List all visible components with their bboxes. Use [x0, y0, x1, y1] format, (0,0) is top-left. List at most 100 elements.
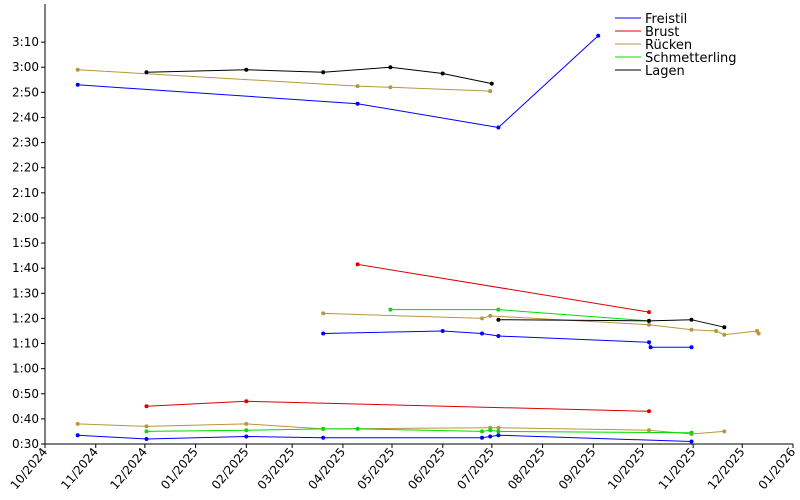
legend-label: Freistil	[645, 12, 687, 27]
legend-label: Lagen	[645, 64, 685, 79]
data-point-rücken	[480, 316, 484, 321]
data-point-rücken	[244, 421, 249, 426]
x-tick-label: 09/2025	[556, 445, 599, 492]
y-tick-label: 3:10	[12, 35, 39, 49]
y-tick-label: 1:00	[12, 362, 39, 376]
legend-label: Schmetterling	[645, 51, 737, 66]
data-point-schmetterling	[689, 430, 694, 435]
series-line-brust	[357, 263, 650, 313]
x-tick-label: 04/2025	[305, 445, 348, 492]
data-point-freistil	[144, 437, 149, 441]
legend-label: Rücken	[645, 38, 692, 53]
x-tick-label: 01/2026	[756, 445, 799, 492]
data-point-schmetterling	[388, 307, 393, 312]
data-point-lagen	[722, 325, 727, 330]
data-point-rücken	[722, 429, 727, 434]
data-point-lagen	[144, 70, 149, 75]
y-tick-label: 1:10	[12, 337, 39, 351]
data-point-schmetterling	[321, 426, 326, 431]
data-point-brust	[647, 409, 651, 414]
data-point-freistil	[596, 33, 601, 38]
data-point-freistil	[355, 101, 360, 106]
plot-markers	[75, 33, 761, 444]
y-tick-label: 3:00	[12, 60, 39, 74]
data-point-rücken	[144, 424, 149, 429]
data-point-freistil	[244, 434, 249, 439]
x-tick-label: 12/2025	[705, 445, 748, 492]
data-point-rücken	[689, 327, 694, 332]
x-tick-label: 10/2025	[605, 445, 648, 492]
y-tick-label: 2:50	[12, 85, 39, 99]
data-point-freistil	[647, 340, 651, 345]
data-point-brust	[244, 399, 249, 404]
data-point-lagen	[496, 317, 501, 322]
x-tick-label: 11/2024	[58, 445, 101, 492]
series-line-freistil	[77, 35, 599, 129]
series-line-lagen	[146, 66, 492, 85]
y-tick-label: 0:50	[12, 387, 39, 401]
plot-lines	[77, 35, 760, 442]
data-point-rücken	[714, 329, 719, 333]
data-point-rücken	[321, 311, 326, 316]
data-point-freistil	[480, 435, 484, 440]
data-point-freistil	[689, 345, 694, 350]
data-point-rücken	[647, 322, 651, 327]
x-tick-label: 12/2024	[107, 445, 150, 492]
data-point-lagen	[489, 81, 494, 86]
data-point-rücken	[388, 85, 393, 90]
data-point-rücken	[756, 331, 761, 336]
y-tick-label: 0:30	[12, 437, 39, 451]
data-point-schmetterling	[496, 429, 501, 434]
y-tick-label: 1:30	[12, 286, 39, 300]
x-tick-label: 06/2025	[405, 445, 448, 492]
series-line-freistil	[323, 330, 692, 348]
data-point-lagen	[244, 67, 249, 72]
data-point-freistil	[496, 433, 501, 438]
data-point-freistil	[75, 82, 80, 87]
y-tick-label: 0:40	[12, 412, 39, 426]
y-tick-label: 2:30	[12, 136, 39, 150]
data-point-schmetterling	[496, 307, 501, 312]
series-line-freistil	[77, 434, 692, 442]
data-point-lagen	[647, 318, 651, 323]
y-tick-label: 1:50	[12, 236, 39, 250]
data-point-freistil	[321, 435, 326, 440]
data-point-schmetterling	[488, 428, 493, 433]
data-point-rücken	[488, 313, 493, 318]
series-line-rücken	[323, 312, 760, 336]
data-point-schmetterling	[355, 426, 360, 431]
data-point-freistil	[496, 334, 501, 338]
data-point-lagen	[689, 317, 694, 322]
data-point-schmetterling	[144, 429, 149, 434]
data-point-freistil	[689, 439, 694, 444]
data-point-rücken	[496, 425, 501, 430]
series-line-schmetterling	[390, 309, 650, 322]
y-tick-label: 2:40	[12, 110, 39, 124]
data-point-lagen	[321, 70, 326, 75]
data-point-rücken	[355, 84, 360, 89]
data-point-rücken	[488, 89, 493, 94]
y-tick-label: 2:00	[12, 211, 39, 225]
series-line-lagen	[498, 319, 725, 328]
data-point-brust	[355, 262, 360, 267]
y-tick-label: 2:10	[12, 186, 39, 200]
legend-label: Brust	[645, 25, 679, 40]
data-point-rücken	[75, 67, 80, 72]
x-tick-label: 08/2025	[505, 445, 548, 492]
data-point-rücken	[75, 421, 80, 426]
y-tick-label: 2:20	[12, 161, 39, 175]
data-point-freistil	[440, 329, 445, 333]
x-tick-label: 05/2025	[355, 445, 398, 492]
data-point-brust	[647, 310, 651, 315]
x-tick-label: 03/2025	[255, 445, 298, 492]
data-point-brust	[144, 404, 149, 409]
data-point-rücken	[647, 428, 651, 433]
x-tick-label: 07/2025	[454, 445, 497, 492]
data-point-freistil	[496, 125, 501, 130]
data-point-freistil	[488, 434, 493, 439]
data-point-freistil	[75, 433, 80, 438]
data-point-schmetterling	[480, 429, 484, 434]
x-tick-label: 02/2025	[209, 445, 252, 492]
